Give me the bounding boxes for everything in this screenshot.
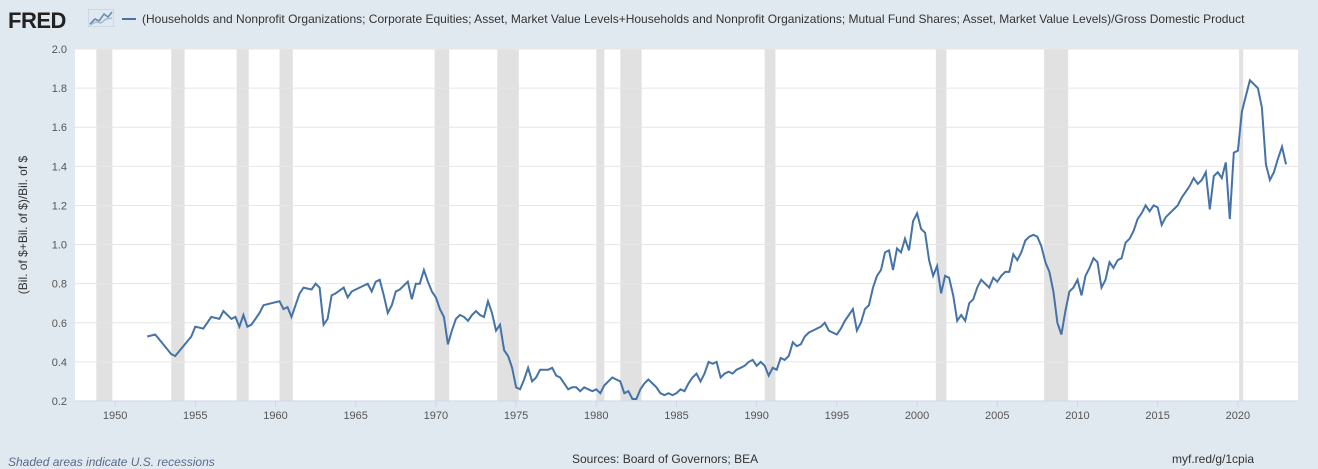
y-tick-label: 1.6 xyxy=(52,122,67,134)
x-tick-label: 1975 xyxy=(504,410,528,422)
legend-swatch xyxy=(122,17,136,20)
y-tick-label: 0.2 xyxy=(52,396,67,408)
y-tick-label: 1.2 xyxy=(52,200,67,212)
x-tick-label: 1980 xyxy=(584,410,608,422)
chart-legend[interactable]: (Households and Nonprofit Organizations;… xyxy=(122,12,1244,26)
x-tick-label: 1950 xyxy=(103,410,127,422)
recession-band xyxy=(596,49,605,401)
legend-label: (Households and Nonprofit Organizations;… xyxy=(142,12,1245,26)
y-tick-label: 2.0 xyxy=(52,44,67,56)
recession-band xyxy=(96,49,113,401)
recession-band xyxy=(764,49,776,401)
recession-band xyxy=(935,49,947,401)
y-tick-label: 1.0 xyxy=(52,240,67,252)
chart-graph-icon xyxy=(88,9,114,27)
x-tick-label: 1995 xyxy=(825,410,849,422)
y-tick-label: 0.4 xyxy=(52,357,67,369)
x-axis-ticks: 1950 1955 1960 1965 1970 1975 1980 1985 1990 1995… xyxy=(75,400,1298,422)
recession-band xyxy=(1239,49,1244,401)
fred-logo[interactable]: FRED xyxy=(8,8,66,33)
source-note: Sources: Board of Governors; BEA xyxy=(572,452,759,466)
x-tick-label: 1970 xyxy=(424,410,448,422)
y-axis-label: (Bil. of $+Bil. of $)/Bil. of $ xyxy=(16,155,30,294)
plot-area xyxy=(75,49,1298,401)
recession-band xyxy=(497,49,519,401)
x-tick-label: 2000 xyxy=(905,410,929,422)
x-tick-label: 2005 xyxy=(985,410,1009,422)
recession-shading xyxy=(96,49,1244,401)
x-tick-label: 1990 xyxy=(744,410,768,422)
x-tick-label: 1960 xyxy=(263,410,287,422)
y-axis-ticks: 0.2 0.4 0.6 0.8 1.0 1.2 1.4 1.6 1.8 2.0 xyxy=(52,44,67,408)
recession-band xyxy=(620,49,642,401)
recession-band xyxy=(236,49,249,401)
y-tick-label: 0.6 xyxy=(52,318,67,330)
recession-band xyxy=(279,49,293,401)
x-tick-label: 1985 xyxy=(664,410,688,422)
recession-band xyxy=(1044,49,1069,401)
recession-band xyxy=(171,49,185,401)
x-tick-label: 2010 xyxy=(1065,410,1089,422)
short-link[interactable]: myf.red/g/1cpia xyxy=(1172,452,1255,466)
y-tick-label: 0.8 xyxy=(52,279,67,291)
x-tick-label: 2015 xyxy=(1145,410,1169,422)
series-line xyxy=(146,78,1287,400)
x-tick-label: 1965 xyxy=(343,410,367,422)
y-tick-label: 1.4 xyxy=(52,161,67,173)
x-tick-label: 1955 xyxy=(183,410,207,422)
y-tick-label: 1.8 xyxy=(52,83,67,95)
chart-header: FRED (Households and Nonprofit Organizat… xyxy=(0,0,1318,40)
recession-band xyxy=(434,49,450,401)
recession-note: Shaded areas indicate U.S. recessions xyxy=(8,455,215,469)
x-tick-label: 2020 xyxy=(1226,410,1250,422)
